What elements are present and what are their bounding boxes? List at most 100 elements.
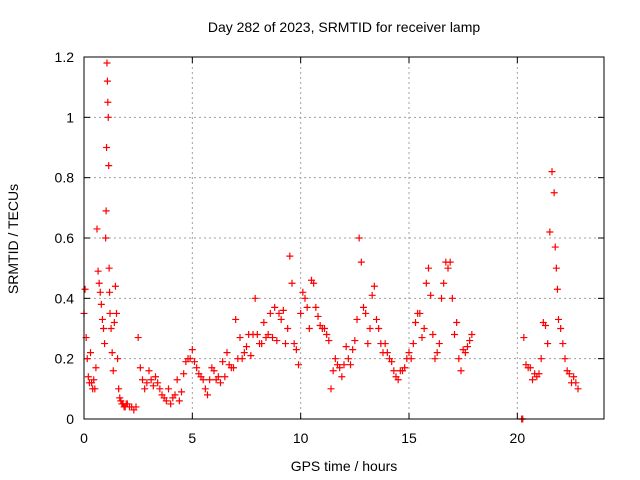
- data-point: [336, 364, 344, 372]
- data-point: [327, 385, 335, 393]
- data-point: [425, 264, 432, 272]
- data-point: [171, 391, 179, 399]
- data-point: [199, 376, 207, 384]
- data-point: [461, 349, 469, 357]
- data-point: [342, 343, 350, 351]
- plot-frame: [83, 56, 605, 420]
- data-point: [325, 337, 333, 345]
- data-point: [349, 346, 357, 354]
- data-point: [115, 385, 123, 393]
- data-point: [223, 349, 231, 357]
- data-point: [96, 288, 104, 296]
- data-point: [297, 309, 305, 317]
- data-point: [145, 367, 153, 375]
- data-point: [338, 373, 346, 381]
- data-point: [232, 315, 240, 323]
- data-point: [360, 303, 367, 311]
- data-point: [537, 355, 545, 363]
- data-point: [154, 379, 162, 387]
- data-point: [165, 385, 172, 393]
- data-point: [230, 364, 237, 372]
- data-point: [191, 358, 198, 366]
- data-point: [201, 385, 209, 393]
- data-point: [407, 355, 415, 363]
- data-point: [104, 98, 112, 106]
- data-point: [251, 294, 259, 302]
- data-point: [149, 382, 157, 390]
- data-point: [87, 349, 94, 357]
- data-point: [468, 331, 476, 339]
- data-point: [574, 385, 582, 393]
- data-point: [323, 331, 331, 339]
- data-point: [275, 309, 283, 317]
- data-point: [431, 355, 439, 363]
- data-point: [444, 264, 452, 272]
- data-point: [303, 303, 311, 311]
- data-point: [366, 325, 374, 332]
- data-point: [258, 340, 266, 348]
- data-point: [295, 361, 302, 369]
- data-point: [266, 309, 274, 317]
- data-point: [193, 364, 201, 372]
- data-point: [292, 346, 300, 354]
- data-point: [546, 228, 554, 236]
- data-point: [550, 189, 558, 197]
- data-point: [116, 394, 124, 402]
- data-point: [101, 340, 109, 348]
- data-point: [103, 59, 111, 67]
- data-point: [362, 309, 370, 317]
- data-point: [114, 355, 122, 363]
- data-point: [84, 373, 92, 381]
- data-point: [286, 252, 294, 260]
- data-point: [221, 373, 229, 381]
- data-point: [162, 397, 170, 405]
- data-point: [95, 279, 103, 287]
- data-point: [418, 334, 426, 342]
- data-point: [370, 282, 378, 290]
- data-point: [364, 340, 372, 348]
- data-point: [572, 379, 580, 387]
- data-point: [238, 355, 246, 363]
- data-point: [464, 343, 471, 351]
- y-tick-label: 1.2: [55, 49, 75, 65]
- data-point: [253, 331, 261, 339]
- data-point: [565, 370, 573, 378]
- data-point: [526, 364, 534, 372]
- data-point: [156, 385, 164, 393]
- data-point: [97, 300, 105, 308]
- data-point: [340, 361, 348, 369]
- data-point: [277, 315, 285, 323]
- data-point: [109, 367, 117, 375]
- data-point: [217, 379, 224, 387]
- data-point: [106, 309, 114, 317]
- data-point: [542, 321, 549, 329]
- data-point: [561, 355, 569, 363]
- data-point: [299, 288, 307, 296]
- data-point: [321, 325, 328, 332]
- x-tick-label: 15: [401, 430, 417, 446]
- data-point: [180, 370, 188, 378]
- y-tick-label: 0.2: [55, 351, 75, 367]
- data-point: [269, 334, 276, 342]
- data-point: [375, 325, 383, 332]
- x-axis-label: GPS time / hours: [291, 458, 398, 474]
- x-tick-label: 10: [293, 430, 309, 446]
- data-point: [93, 225, 101, 233]
- data-point: [108, 349, 116, 357]
- data-point: [264, 331, 272, 339]
- x-tick-label: 0: [80, 430, 88, 446]
- data-point: [351, 337, 359, 345]
- data-point: [139, 376, 146, 384]
- data-point: [210, 367, 218, 375]
- data-point: [103, 144, 111, 151]
- data-point: [314, 312, 322, 320]
- data-point: [107, 325, 115, 332]
- data-point: [552, 264, 560, 272]
- data-point: [219, 358, 227, 366]
- data-point: [204, 391, 211, 399]
- data-point: [188, 346, 196, 354]
- data-point: [214, 373, 222, 381]
- data-point: [446, 258, 454, 266]
- data-point: [553, 285, 561, 293]
- data-point: [167, 400, 175, 408]
